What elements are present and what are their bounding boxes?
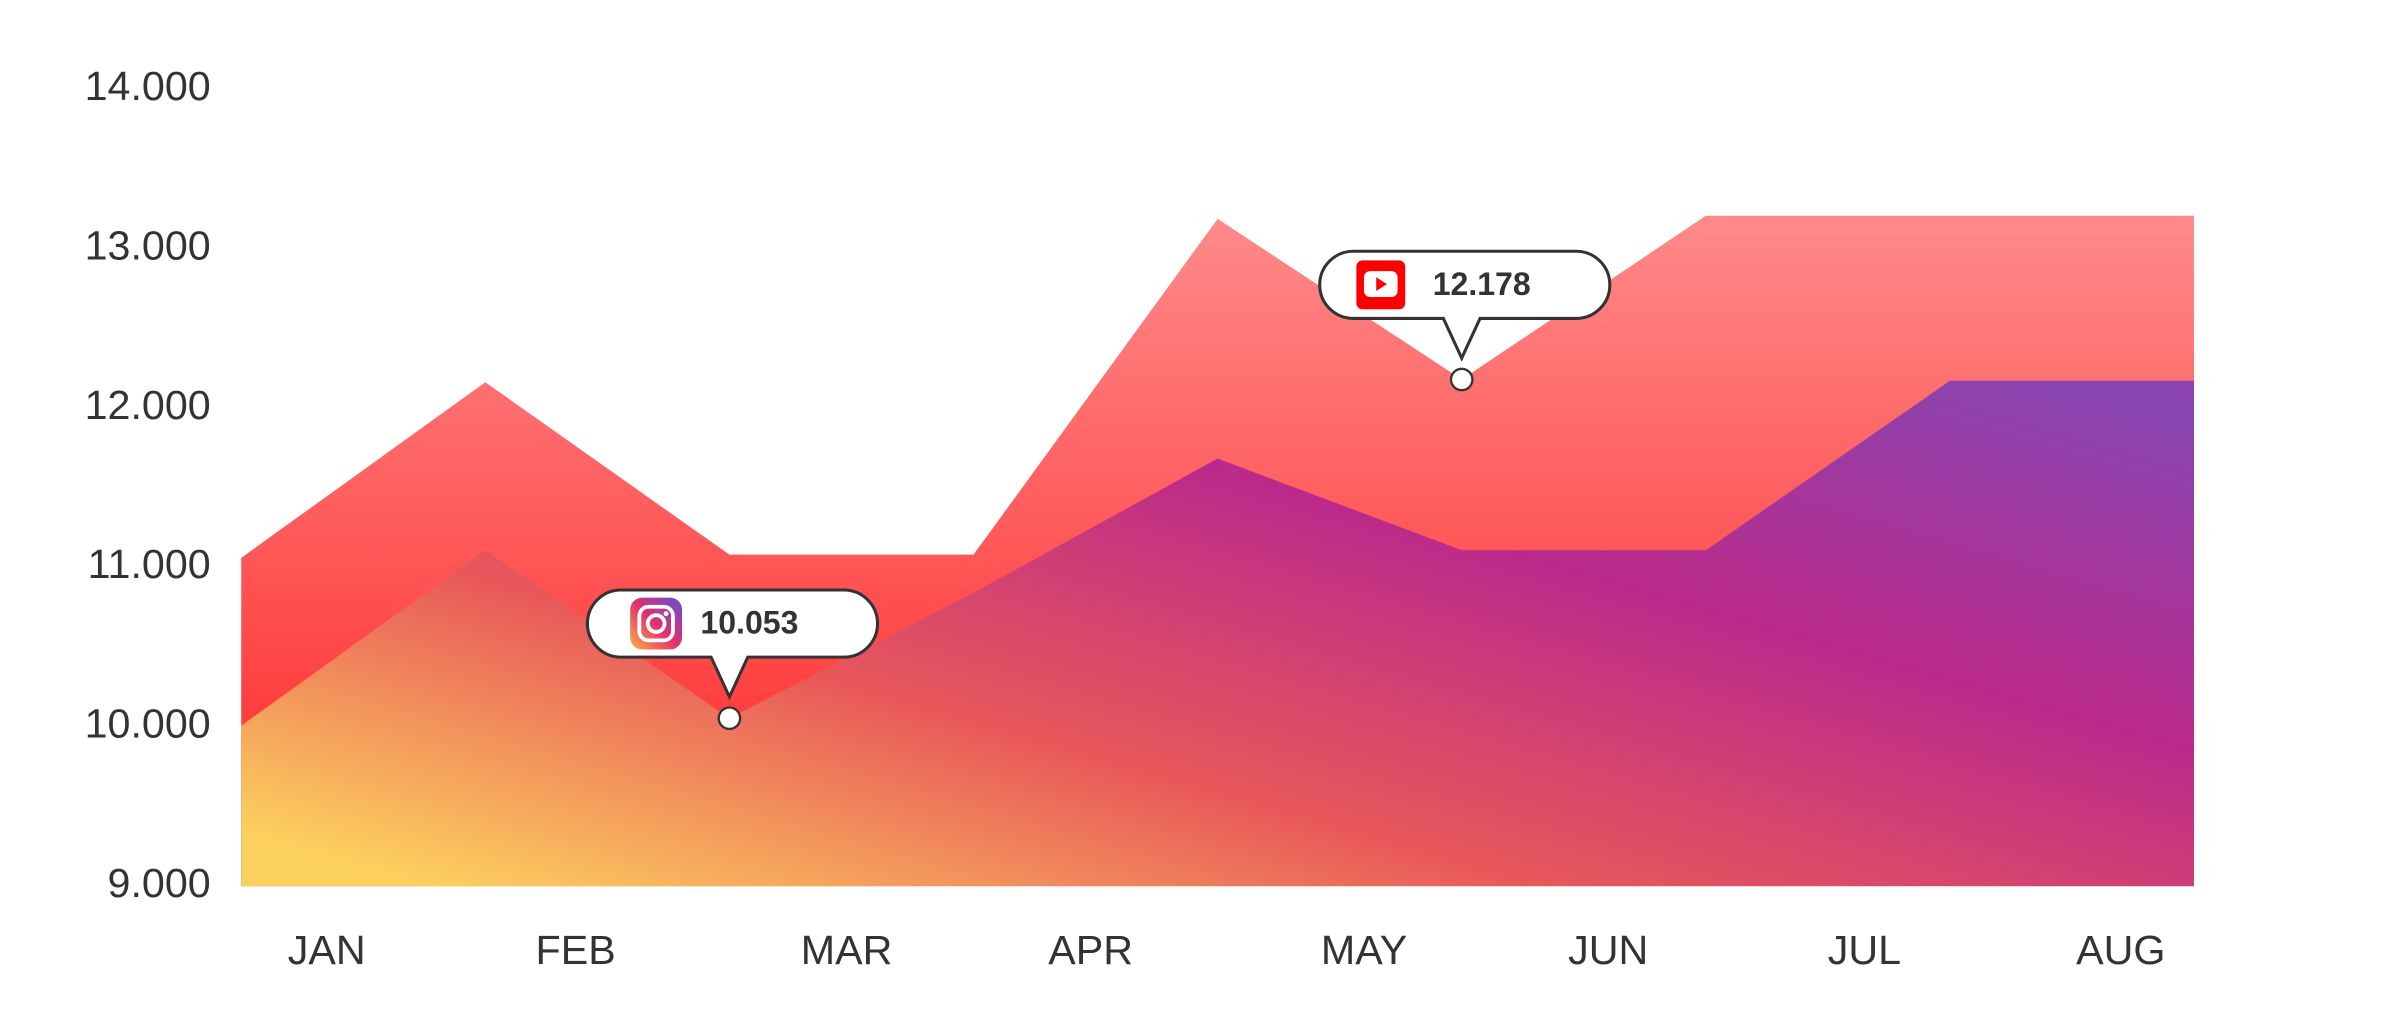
x-tick-label: JUN [1568, 927, 1648, 973]
x-tick-label: AUG [2076, 927, 2165, 973]
data-point [717, 706, 742, 731]
instagram-icon-lens [645, 613, 667, 634]
y-tick-label: 13.000 [85, 222, 211, 268]
y-tick-label: 12.000 [85, 382, 211, 428]
x-tick-label: JUL [1828, 927, 1901, 973]
y-tick-label: 10.000 [85, 701, 211, 747]
area [241, 380, 2194, 887]
callout-label: 12.178 [1433, 266, 1531, 302]
y-tick-label: 9.000 [108, 860, 211, 906]
instagram-icon-frame [637, 604, 675, 643]
x-tick-label: JAN [288, 927, 366, 973]
x-tick-label: FEB [536, 927, 616, 973]
data-point [1449, 367, 1474, 392]
y-tick-label: 14.000 [85, 63, 211, 109]
callout: 12.178 [1318, 249, 1612, 362]
x-tick-label: MAY [1321, 927, 1407, 973]
instagram-icon-dot [663, 611, 669, 617]
youtube-icon-play [1376, 277, 1387, 291]
callout: 10.053 [585, 588, 880, 701]
x-tick-label: APR [1048, 927, 1133, 973]
callout-label: 10.053 [700, 605, 798, 641]
y-tick-label: 11.000 [88, 541, 211, 587]
x-tick-label: MAR [801, 927, 893, 973]
